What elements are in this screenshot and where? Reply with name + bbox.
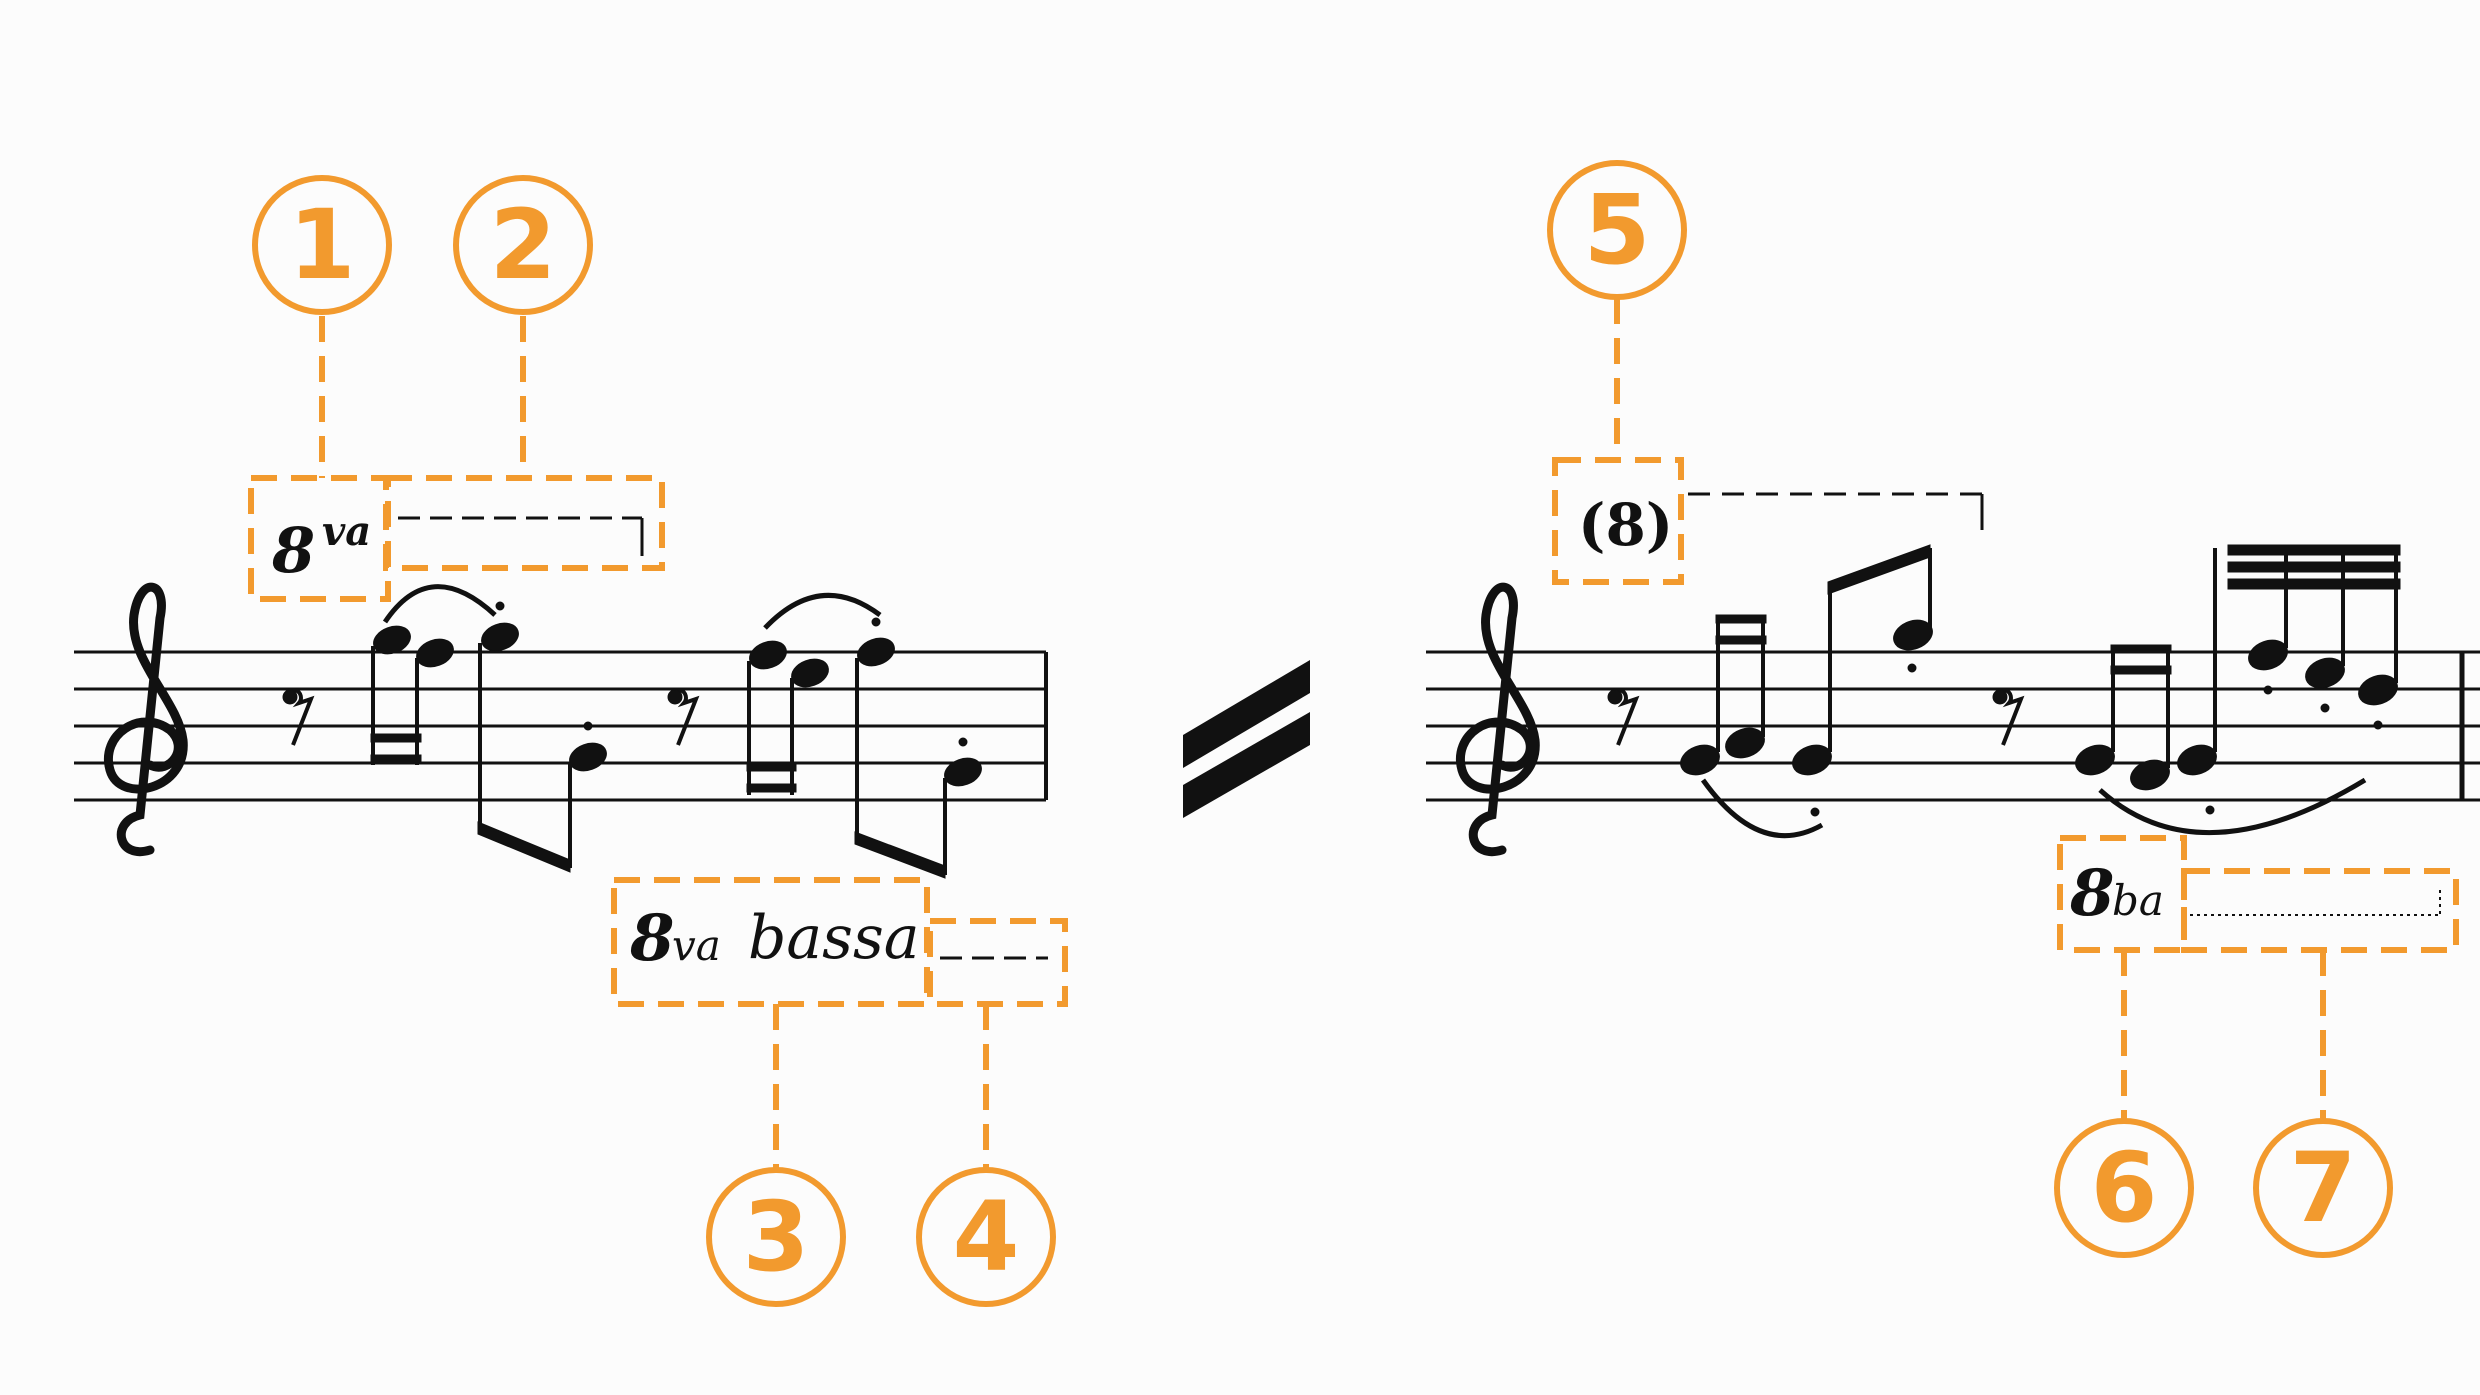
treble-clef-icon xyxy=(104,582,188,857)
callout-number-1: 1 xyxy=(289,189,356,301)
equivalence-icon xyxy=(1183,660,1310,818)
ottava-bassa-suffix: va xyxy=(672,921,721,970)
ottava-numeral: 8 xyxy=(271,514,315,587)
callout-circle-3 xyxy=(706,1167,846,1307)
right-staff xyxy=(1426,650,2480,802)
callout-circle-1 xyxy=(252,175,392,315)
callout-circle-4 xyxy=(916,1167,1056,1307)
parenthesized-ottava-marking: (8) xyxy=(1578,491,1984,559)
highlight-box-2 xyxy=(383,475,665,571)
callout-number-2: 2 xyxy=(490,189,557,301)
ottava-suffix: va xyxy=(322,508,371,555)
parenthesized-ottava: (8) xyxy=(1578,491,1673,559)
ottava-ba-suffix: ba xyxy=(2112,876,2164,925)
callout-number-7: 7 xyxy=(2290,1132,2357,1244)
highlight-box-4 xyxy=(927,918,1068,1007)
callout-number-3: 3 xyxy=(743,1181,810,1293)
highlight-box-7 xyxy=(2181,868,2459,953)
left-staff xyxy=(74,650,1048,802)
right-measure-notes xyxy=(1607,544,2401,839)
ottava-ba-numeral: 8 xyxy=(2069,856,2115,931)
highlight-box-1 xyxy=(248,475,391,602)
ottava-bassa-numeral: 8 xyxy=(629,901,675,976)
callout-number-4: 4 xyxy=(953,1181,1020,1293)
callout-annotations xyxy=(248,298,2459,1168)
callout-circle-6 xyxy=(2054,1118,2194,1258)
callout-circle-2 xyxy=(453,175,593,315)
ottava-bassa-word: bassa xyxy=(748,903,920,973)
callout-circle-7 xyxy=(2253,1118,2393,1258)
callout-circles xyxy=(252,160,2393,1307)
ottava-ba-marking: 8 ba xyxy=(2069,856,2441,931)
callout-numbers: 1 2 3 4 5 6 7 xyxy=(289,174,2357,1293)
ottava-bassa-marking: 8 va bassa xyxy=(629,901,1048,976)
callout-number-5: 5 xyxy=(1584,174,1651,286)
callout-circle-5 xyxy=(1547,160,1687,300)
callout-number-6: 6 xyxy=(2091,1132,2158,1244)
ottava-marking: 8 va xyxy=(271,508,644,587)
left-measure-notes xyxy=(282,584,982,879)
treble-clef-icon xyxy=(1456,582,1540,857)
